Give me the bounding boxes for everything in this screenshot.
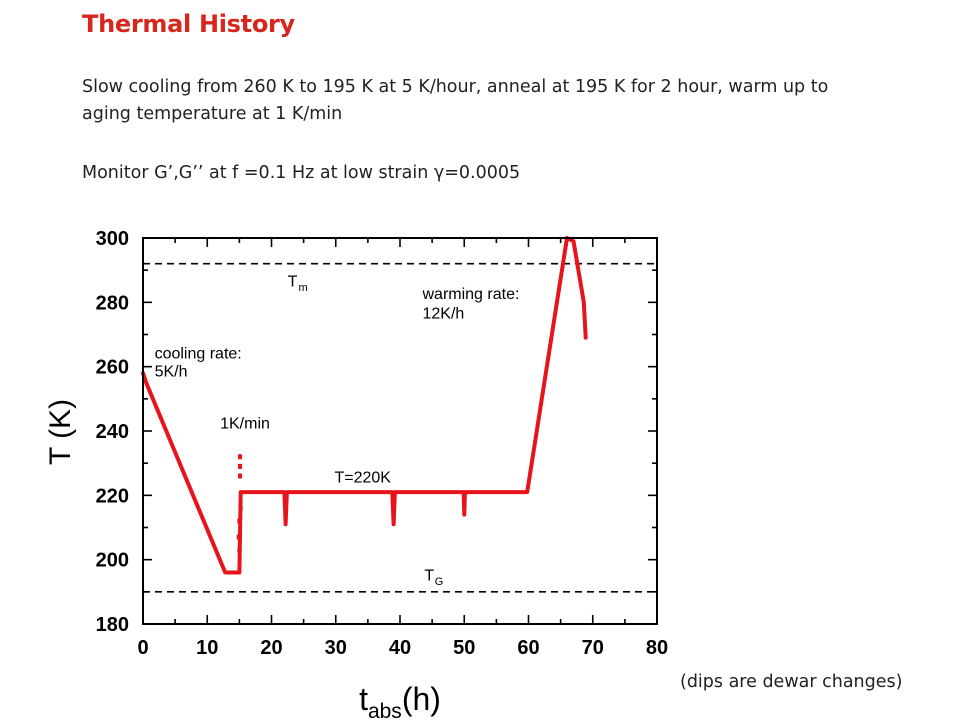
annotation-3: T=220K xyxy=(334,469,391,486)
annotations-layer: cooling rate:5K/h 1K/min T=220K warming rat… xyxy=(155,273,520,588)
series-point-3 xyxy=(238,505,243,511)
footnote: (dips are dewar changes) xyxy=(680,672,903,692)
series-point-4 xyxy=(237,518,242,524)
series-point-2 xyxy=(238,473,243,479)
x-tick-label-70: 70 xyxy=(582,637,604,659)
annotation-0: cooling rate: xyxy=(155,346,242,363)
x-axis-label: tabs(h) xyxy=(359,681,441,720)
y-axis-label: T (K) xyxy=(44,399,77,465)
y-tick-label-260: 260 xyxy=(96,357,129,379)
y-tick-label-220: 220 xyxy=(96,485,129,507)
annotation-1: 5K/h xyxy=(155,363,188,380)
y-tick-label-300: 300 xyxy=(96,228,129,250)
series-point-5 xyxy=(236,534,241,540)
x-tick-label-30: 30 xyxy=(325,637,347,659)
x-tick-label-50: 50 xyxy=(453,637,475,659)
x-tick-label-40: 40 xyxy=(389,637,411,659)
reference-lines-layer xyxy=(143,262,657,593)
description-paragraph: Slow cooling from 260 K to 195 K at 5 K/… xyxy=(82,77,829,124)
series-point-1 xyxy=(238,463,243,469)
x-tick-label-60: 60 xyxy=(517,637,539,659)
y-tick-label-240: 240 xyxy=(96,421,129,443)
x-tick-label-80: 80 xyxy=(646,637,668,659)
annotation-2: 1K/min xyxy=(220,416,270,433)
annotation-5: 12K/h xyxy=(422,305,464,322)
y-tick-label-200: 200 xyxy=(96,550,129,572)
annotation-8: T xyxy=(424,568,434,585)
annotation-9: G xyxy=(435,576,444,588)
annotation-6: T xyxy=(288,273,298,290)
x-tick-label-0: 0 xyxy=(137,637,148,659)
series-point-0 xyxy=(238,454,243,460)
annotation-7: m xyxy=(298,282,307,294)
x-axis-label-main: t xyxy=(359,681,368,717)
x-axis-label-sub: abs xyxy=(368,700,402,720)
series-point-6 xyxy=(237,547,242,553)
y-tick-label-280: 280 xyxy=(96,292,129,314)
annotation-4: warming rate: xyxy=(421,286,519,303)
x-tick-label-10: 10 xyxy=(196,637,218,659)
x-tick-label-20: 20 xyxy=(260,637,282,659)
ticks-layer: 0 10 20 30 40 50 60 70 80 180 200 220 240 260 280 300 xyxy=(96,228,669,659)
x-axis-label-rest: (h) xyxy=(402,681,441,717)
measurement-paragraph: Monitor G’,G’’ at f =0.1 Hz at low strai… xyxy=(82,163,521,183)
slide-title: Thermal History xyxy=(82,10,295,38)
y-tick-label-180: 180 xyxy=(96,614,129,636)
